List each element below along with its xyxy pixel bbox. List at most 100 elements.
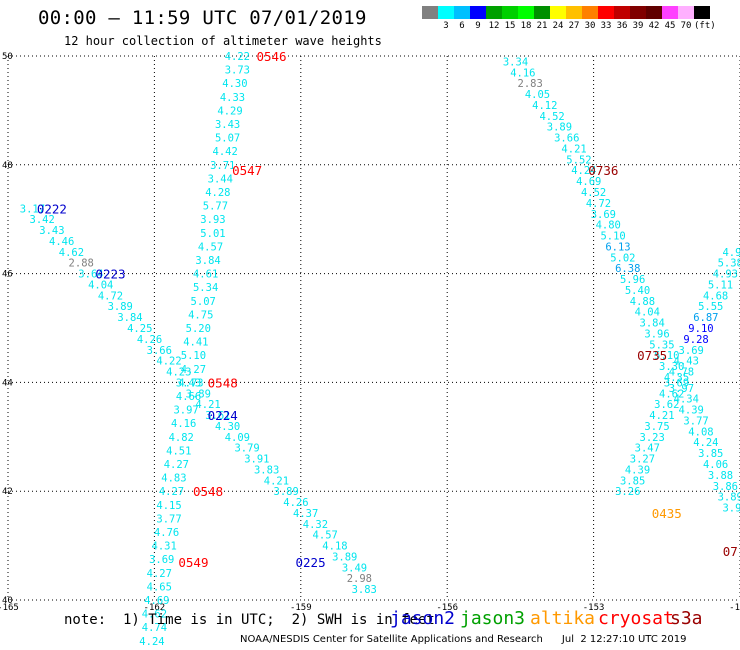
swh-value: 4.18: [322, 541, 347, 553]
swh-value: 4.04: [635, 307, 660, 319]
swh-value: 4.82: [169, 432, 194, 444]
swh-value: 6.38: [615, 263, 640, 275]
swh-value: 3.93: [722, 503, 740, 515]
swh-value: 4.62: [59, 247, 84, 259]
swh-value: 3.30: [659, 361, 684, 373]
swh-value: 4.24: [571, 165, 596, 177]
swh-value: 5.11: [708, 279, 733, 291]
swh-value: 4.24: [693, 437, 718, 449]
scale-swatch: [630, 6, 646, 19]
legend-item-s3a: s3a: [670, 608, 703, 629]
pass-time-label: 0223: [95, 267, 125, 282]
swh-value: 3.77: [683, 415, 708, 427]
swh-value: 4.26: [283, 497, 308, 509]
scale-label: 15: [504, 21, 516, 31]
swh-value: 3.77: [156, 513, 181, 525]
swh-value: 3.61: [205, 410, 230, 422]
swh-value: 4.92: [722, 247, 740, 259]
y-tick-label: 40: [2, 596, 13, 606]
swh-value: 4.24: [139, 636, 164, 648]
swh-value: 4.34: [674, 394, 699, 406]
swh-value: 4.21: [649, 410, 674, 422]
x-tick-label: -162: [144, 603, 166, 613]
swh-value: 4.66: [176, 391, 201, 403]
legend-item-jason2: jason2: [390, 608, 456, 629]
swh-value: 5.52: [566, 154, 591, 166]
scale-label: 18: [520, 21, 532, 31]
swh-value: 4.80: [596, 220, 621, 232]
swh-value: 3.69: [664, 377, 689, 389]
scale-label: 30: [584, 21, 596, 31]
swh-value: 4.57: [313, 530, 338, 542]
swh-value: 2.88: [69, 258, 94, 270]
swh-value: 2.83: [518, 78, 543, 90]
scale-swatch: [518, 6, 534, 19]
swh-value: 3.83: [352, 584, 377, 596]
swh-value: 5.55: [698, 301, 723, 313]
scale-label: 9: [475, 21, 481, 31]
swh-value: 4.88: [630, 296, 655, 308]
swh-value: 3.44: [208, 173, 233, 185]
swh-value: 4.72: [586, 198, 611, 210]
scale-swatch: [486, 6, 502, 19]
y-tick-label: 42: [2, 487, 13, 497]
swh-value: 4.21: [264, 475, 289, 487]
swh-value: 4.52: [581, 187, 606, 199]
swh-value: 3.17: [20, 203, 45, 215]
swh-value: 4.09: [225, 432, 250, 444]
swh-value: 3.71: [210, 160, 235, 172]
scale-swatch: [550, 6, 566, 19]
y-tick-label: 46: [2, 270, 13, 280]
scale-swatch: [662, 6, 678, 19]
legend-item-altika: altika: [530, 608, 596, 629]
swh-value: 3.62: [654, 399, 679, 411]
swh-value: 3.49: [342, 562, 367, 574]
swh-value: 3.73: [225, 65, 250, 77]
swh-value: 3.89: [108, 301, 133, 313]
swh-value: 3.89: [274, 486, 299, 498]
pass-time-label: 07: [723, 544, 738, 559]
swh-value: 3.89: [186, 388, 211, 400]
swh-value: 4.35: [664, 372, 689, 384]
swh-value: 4.65: [147, 581, 172, 593]
swh-value: 9.28: [683, 334, 708, 346]
swh-value: 3.89: [332, 551, 357, 563]
swh-value: 4.30: [222, 78, 247, 90]
swh-value: 4.29: [217, 105, 242, 117]
swh-value: 3.47: [635, 443, 660, 455]
pass-time-label: 0547: [232, 163, 262, 178]
swh-value: 5.02: [610, 252, 635, 264]
swh-value: 4.21: [561, 143, 586, 155]
y-tick-label: 44: [2, 378, 13, 388]
swh-value: 3.66: [147, 345, 172, 357]
scale-swatch: [470, 6, 486, 19]
pass-time-label: 0549: [178, 555, 208, 570]
chart-title: 00:00 – 11:59 UTC 07/01/2019: [38, 7, 367, 29]
pass-time-label: 0736: [588, 163, 618, 178]
swh-value: 3.64: [78, 269, 103, 281]
swh-value: 4.22: [156, 356, 181, 368]
swh-value: 4.69: [144, 595, 169, 607]
swh-value: 3.43: [39, 225, 64, 237]
swh-value: 4.27: [159, 486, 184, 498]
scale-label: 27: [568, 21, 580, 31]
swh-value: 4.26: [137, 334, 162, 346]
scale-swatch: [534, 6, 550, 19]
swh-value: 4.73: [178, 377, 203, 389]
y-tick-label: 48: [2, 161, 13, 171]
swh-value: 4.05: [525, 89, 550, 101]
footer-credit: NOAA/NESDIS Center for Satellite Applica…: [240, 634, 687, 645]
y-tick-label: 50: [2, 52, 13, 62]
legend-item-cryosat: cryosat: [598, 608, 674, 629]
swh-value: 5.35: [649, 339, 674, 351]
swh-value: 5.10: [600, 231, 625, 243]
swh-value: 3.69: [149, 554, 174, 566]
swh-value: 4.57: [198, 241, 223, 253]
legend-item-jason3: jason3: [460, 608, 526, 629]
scale-label: 39: [632, 21, 644, 31]
scale-label: 33: [600, 21, 612, 31]
scale-swatch: [454, 6, 470, 19]
swh-value: 5.10: [181, 350, 206, 362]
swh-value: 4.15: [156, 500, 181, 512]
pass-time-label: 0225: [296, 555, 326, 570]
